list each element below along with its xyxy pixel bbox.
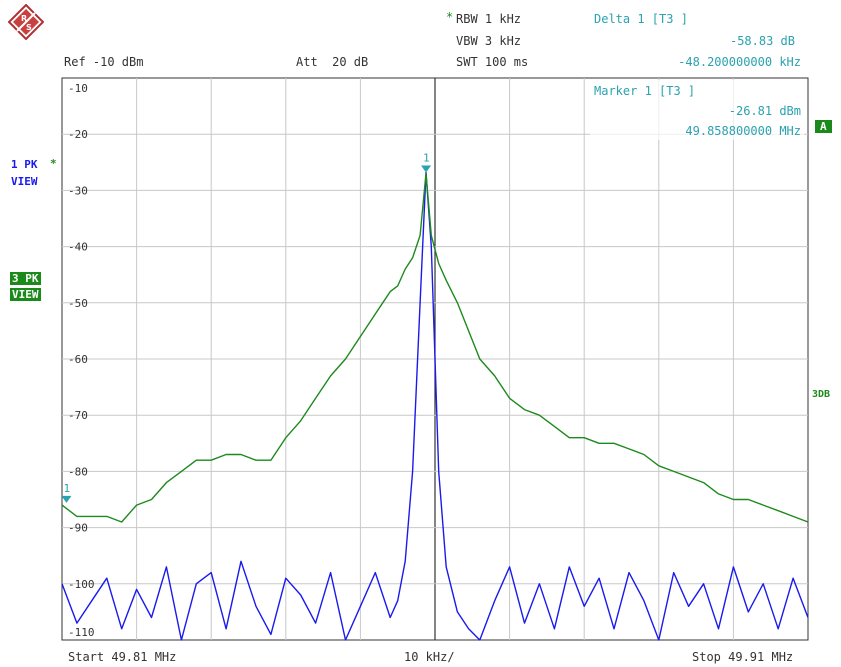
attenuation-readout: Att 20 dB: [296, 55, 369, 69]
delta-marker-symbol: [61, 495, 72, 503]
y-tick-label: -80: [68, 465, 88, 478]
marker-level: -26.81 dBm: [728, 104, 801, 118]
delta-marker-frequency: -48.200000000 kHz: [678, 55, 801, 69]
three-db-label: 3DB: [812, 389, 831, 400]
swt-readout: SWT 100 ms: [456, 55, 529, 69]
y-tick-label: -40: [68, 241, 88, 254]
rbw-coupled-star: *: [446, 10, 454, 24]
marker-1-label: 1: [423, 151, 430, 164]
trace3-mode: VIEW: [10, 288, 41, 301]
delta-marker-label: 1: [63, 482, 70, 495]
vbw-readout: VBW 3 kHz: [456, 34, 522, 48]
trace1-label: 1 PK: [11, 158, 38, 171]
y-tick-label: -30: [68, 184, 88, 197]
trace-3-line: [61, 172, 809, 523]
y-tick-label: -20: [68, 128, 88, 141]
screen-a-badge: A: [815, 120, 832, 133]
marker-frequency: 49.858800000 MHz: [685, 124, 801, 138]
start-frequency: Start 49.81 MHz: [68, 650, 177, 664]
marker-title: Marker 1 [T3 ]: [594, 84, 696, 98]
stop-frequency: Stop 49.91 MHz: [692, 650, 794, 664]
svg-text:S: S: [26, 23, 32, 32]
trace3-label: 3 PK: [10, 272, 41, 285]
svg-text:R: R: [21, 14, 27, 23]
y-tick-label: -50: [68, 297, 88, 310]
brand-logo: R S: [8, 4, 44, 40]
y-tick-label: -110: [68, 626, 95, 639]
frequency-per-division: 10 kHz/: [404, 650, 455, 664]
trace1-coupled-star: *: [50, 157, 57, 170]
delta-marker-level: -58.83 dB: [729, 34, 795, 48]
rbw-readout: RBW 1 kHz: [456, 12, 522, 26]
y-tick-label: -70: [68, 409, 88, 422]
delta-marker-title: Delta 1 [T3 ]: [594, 12, 688, 26]
y-tick-label: -10: [68, 82, 88, 95]
y-tick-label: -60: [68, 353, 88, 366]
ref-level-readout: Ref -10 dBm: [64, 55, 144, 69]
y-tick-label: -100: [68, 578, 95, 591]
y-tick-label: -90: [68, 522, 88, 535]
trace1-mode: VIEW: [11, 175, 38, 188]
marker-1-symbol: [421, 165, 432, 173]
